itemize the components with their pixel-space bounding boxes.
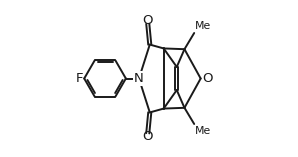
Text: O: O: [203, 72, 213, 85]
Text: N: N: [134, 72, 144, 85]
Text: Me: Me: [195, 22, 211, 31]
Text: O: O: [142, 14, 153, 27]
Text: Me: Me: [195, 126, 211, 135]
Text: F: F: [75, 72, 83, 85]
Text: O: O: [142, 130, 153, 143]
